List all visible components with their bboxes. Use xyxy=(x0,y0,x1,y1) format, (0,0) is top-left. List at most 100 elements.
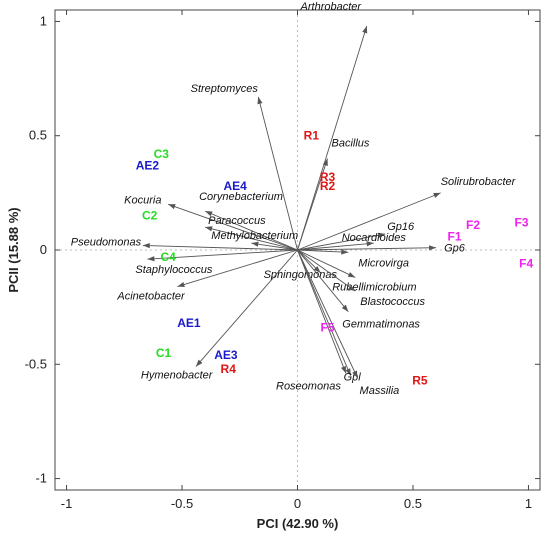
sample-f5: F5 xyxy=(321,321,335,335)
sample-f4: F4 xyxy=(519,257,533,271)
x-tick-label: 1 xyxy=(525,496,532,511)
vector-label: Methylobacterium xyxy=(211,230,298,242)
sample-ae1: AE1 xyxy=(177,316,201,330)
vector-methylobacterium: Methylobacterium xyxy=(211,230,298,251)
y-tick-label: -1 xyxy=(35,471,47,486)
vector-label: Paracoccus xyxy=(208,215,266,227)
vector-label: Corynebacterium xyxy=(199,191,283,203)
vector-label: Arthrobacter xyxy=(300,1,363,13)
vector-staphylococcus: Staphylococcus xyxy=(135,249,298,276)
sample-r3: R3 xyxy=(320,170,336,184)
vector-arthrobacter: Arthrobacter xyxy=(297,1,368,251)
x-axis-title: PCI (42.90 %) xyxy=(257,516,339,531)
vector-kocuria: Kocuria xyxy=(124,194,298,251)
vector-label: Gp16 xyxy=(387,221,415,233)
vector-arrowhead xyxy=(341,304,349,312)
y-tick-label: -0.5 xyxy=(25,356,47,371)
vector-sphingomonas: Sphingomonas xyxy=(264,249,338,281)
vector-label: Blastococcus xyxy=(360,296,425,308)
vector-arrowhead xyxy=(322,158,328,167)
y-tick-label: 1 xyxy=(40,13,47,28)
vector-arrowhead xyxy=(142,243,150,249)
sample-f1: F1 xyxy=(448,229,462,243)
sample-r5: R5 xyxy=(412,373,428,387)
vector-arrowhead xyxy=(345,368,351,376)
vector-arrowhead xyxy=(352,370,358,378)
vector-microvirga: Microvirga xyxy=(297,249,409,269)
vector-line xyxy=(142,244,298,251)
vector-label: Roseomonas xyxy=(276,380,341,392)
vector-solirubrobacter: Solirubrobacter xyxy=(297,176,517,251)
y-tick-label: 0.5 xyxy=(29,128,47,143)
y-tick-label: 0 xyxy=(40,242,47,257)
vector-label: Nocardioides xyxy=(342,232,407,244)
vector-arrowhead xyxy=(205,211,213,217)
sample-f2: F2 xyxy=(466,218,480,232)
sample-c2: C2 xyxy=(142,209,158,223)
vector-arrowhead xyxy=(362,26,368,34)
vector-arrowhead xyxy=(347,272,356,278)
x-tick-label: -0.5 xyxy=(171,496,193,511)
sample-c1: C1 xyxy=(156,346,172,360)
vector-arrowhead xyxy=(433,192,441,198)
vector-line xyxy=(195,249,298,367)
vector-bacillus: Bacillus xyxy=(297,138,370,251)
axis-ticks: -1 -0.5 0 0.5 1 -1 -0.5 0 0.5 1 xyxy=(25,10,540,511)
vector-roseomonas: Roseomonas xyxy=(276,249,347,392)
loading-vectors: Arthrobacter Streptomyces Bacillus Solirubr… xyxy=(71,1,517,397)
vector-line xyxy=(177,249,298,288)
vector-label: Bacillus xyxy=(332,138,370,150)
vector-line xyxy=(297,158,328,251)
vector-hymenobacter: Hymenobacter xyxy=(141,249,298,382)
vector-line xyxy=(297,233,386,251)
vector-line xyxy=(297,249,349,253)
x-tick-label: -1 xyxy=(61,496,73,511)
vector-line xyxy=(168,203,298,251)
vector-label: Solirubrobacter xyxy=(441,176,517,188)
vector-nocardioides: Nocardioides xyxy=(297,232,407,251)
vector-arrowhead xyxy=(348,284,356,292)
vector-arrowhead xyxy=(195,359,203,367)
vector-label: Kocuria xyxy=(124,194,161,206)
sample-c3: C3 xyxy=(154,147,170,161)
vector-line xyxy=(297,242,374,251)
x-tick-label: 0 xyxy=(294,496,301,511)
sample-r2: R2 xyxy=(320,179,336,193)
x-tick-label: 0.5 xyxy=(404,496,422,511)
vector-line xyxy=(297,249,356,278)
sample-ae2: AE2 xyxy=(136,158,160,172)
vector-label: Massilia xyxy=(360,385,400,397)
vector-paracoccus: Paracoccus xyxy=(205,215,298,251)
vector-arrowhead xyxy=(366,241,374,247)
sample-r1: R1 xyxy=(304,129,320,143)
vector-label: Staphylococcus xyxy=(135,264,213,276)
vector-label: Gp6 xyxy=(444,243,466,255)
vector-gemmatimonas: Gemmatimonas xyxy=(297,249,420,331)
vector-label: Microvirga xyxy=(358,257,409,269)
vector-line xyxy=(297,247,437,251)
vector-line xyxy=(297,249,349,313)
sample-r4: R4 xyxy=(221,362,237,376)
vector-streptomyces: Streptomyces xyxy=(191,83,298,251)
vector-arrowhead xyxy=(313,266,321,273)
vector-label: Hymenobacter xyxy=(141,370,214,382)
vector-line xyxy=(297,25,368,251)
vector-line xyxy=(297,249,352,376)
vector-pseudomonas: Pseudomonas xyxy=(71,236,298,251)
vector-line xyxy=(147,249,298,260)
vector-arrowhead xyxy=(341,365,346,374)
vector-arrowhead xyxy=(377,232,386,238)
vector-line xyxy=(297,249,356,292)
vector-label: Sphingomonas xyxy=(264,269,338,281)
vector-label: Gpl xyxy=(344,372,362,384)
vector-arrowhead xyxy=(429,245,437,251)
vector-label: Gemmatimonas xyxy=(342,319,420,331)
vector-gp16: Gp16 xyxy=(297,221,415,251)
sample-ae4: AE4 xyxy=(223,179,247,193)
vector-line xyxy=(251,242,298,251)
vector-line xyxy=(297,192,441,251)
vector-corynebacterium: Corynebacterium xyxy=(199,191,298,251)
vector-arrowhead xyxy=(168,204,176,210)
